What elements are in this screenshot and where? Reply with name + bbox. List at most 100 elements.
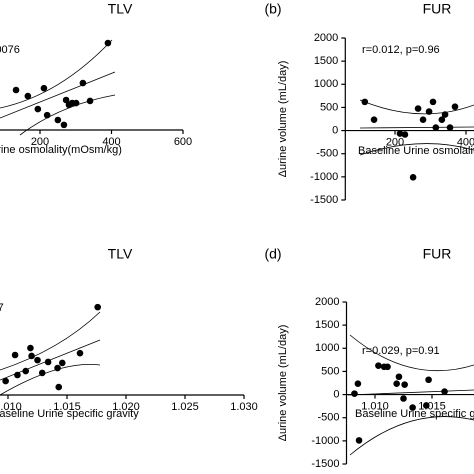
point [401,381,408,388]
point [396,130,404,137]
point [11,351,19,359]
point [54,116,62,124]
y-tick-label: 500 [320,101,338,113]
x-tick-label: 1.025 [171,401,199,413]
x-tick-label: 200 [31,136,49,148]
x-tick-label: 600 [174,136,192,148]
y-axis-label: Δurine volume (mL/day) [277,325,289,442]
x-axis-label: Baseline Urine specific gravity [0,408,139,420]
point [55,383,63,391]
point [58,359,66,367]
point [54,364,61,372]
x-tick-label: 1.010 [0,401,22,413]
confidence-band [359,143,474,156]
y-tick-label: 0 [332,124,338,136]
panel-label: (d) [264,246,281,262]
point [60,121,68,129]
y-tick-label: -1000 [310,171,338,183]
confidence-band [0,39,113,109]
point [94,303,101,311]
x-tick-label: 200 [386,136,404,148]
panel-label: (b) [264,1,281,17]
annotation: r=0.029, p=0.91 [362,345,440,357]
point [24,92,32,100]
y-tick-label: -500 [317,412,339,424]
x-axis-label: Baseline Urine specific gravity [355,408,474,420]
point [429,98,437,106]
x-axis-label: Baseline Urine osmolality(mOsm/kg) [0,144,122,156]
point [409,174,417,181]
confidence-band [0,311,101,371]
point [44,358,52,366]
point [65,101,73,109]
y-tick-label: -1500 [311,458,339,470]
point [446,124,454,131]
point [423,402,430,409]
chart-title: TLV [108,1,133,17]
y-tick-label: 2000 [315,296,339,308]
chart-title: FUR [423,1,452,17]
point [2,377,9,385]
y-tick-label: 1500 [315,319,339,331]
point [393,380,400,387]
point [425,108,433,115]
point [104,39,112,47]
y-tick-label: -500 [316,148,338,160]
x-tick-label: 1.020 [112,401,140,413]
regression-line [359,126,474,129]
y-tick-label: 1000 [314,78,338,90]
chart-title: TLV [108,246,133,262]
fit-lines [0,39,474,456]
point [14,371,21,379]
x-tick-label: 400 [457,136,474,148]
y-tick-label: 2000 [314,32,338,44]
point [441,111,449,118]
point [34,356,41,364]
y-tick-label: -1000 [311,435,339,447]
point [79,79,87,87]
point [432,124,440,131]
point [425,376,432,384]
point [22,367,30,375]
confidence-band [359,99,474,115]
point [86,97,94,105]
point [375,362,382,369]
point [76,349,84,357]
x-axis-label: Baseline Urine osmolality(mOsm/kg) [358,145,474,157]
point [28,352,35,360]
point [400,395,407,402]
y-tick-label: -1500 [310,194,338,206]
point [27,344,34,352]
confidence-band [0,364,101,396]
point [451,103,459,111]
point [351,390,358,397]
x-tick-label: 1.015 [53,401,81,413]
point [414,105,422,112]
confidence-band [19,94,116,136]
y-axis-label: Δurine volume (mL/day) [277,61,289,178]
point [34,105,42,113]
annotation: r=0.579, p=0.0076 [0,44,20,56]
chart-title: FUR [423,246,452,262]
point [409,404,416,411]
annotation: r=0.603, p=0.017 [0,302,4,314]
y-tick-label: 1000 [315,342,339,354]
point [355,437,363,444]
y-tick-label: 500 [321,365,339,377]
point [384,363,391,371]
regression-line [0,71,116,119]
point [438,116,446,123]
point [40,84,48,92]
point [395,373,403,381]
point [419,116,427,123]
point [62,96,70,104]
confidence-band [349,334,474,372]
confidence-band [349,416,474,456]
point [370,116,378,123]
y-tick-label: 1500 [314,55,338,67]
x-tick-label: 1.010 [361,400,389,412]
point [361,98,369,106]
point [354,380,362,387]
x-tick-label: 1.015 [418,400,446,412]
